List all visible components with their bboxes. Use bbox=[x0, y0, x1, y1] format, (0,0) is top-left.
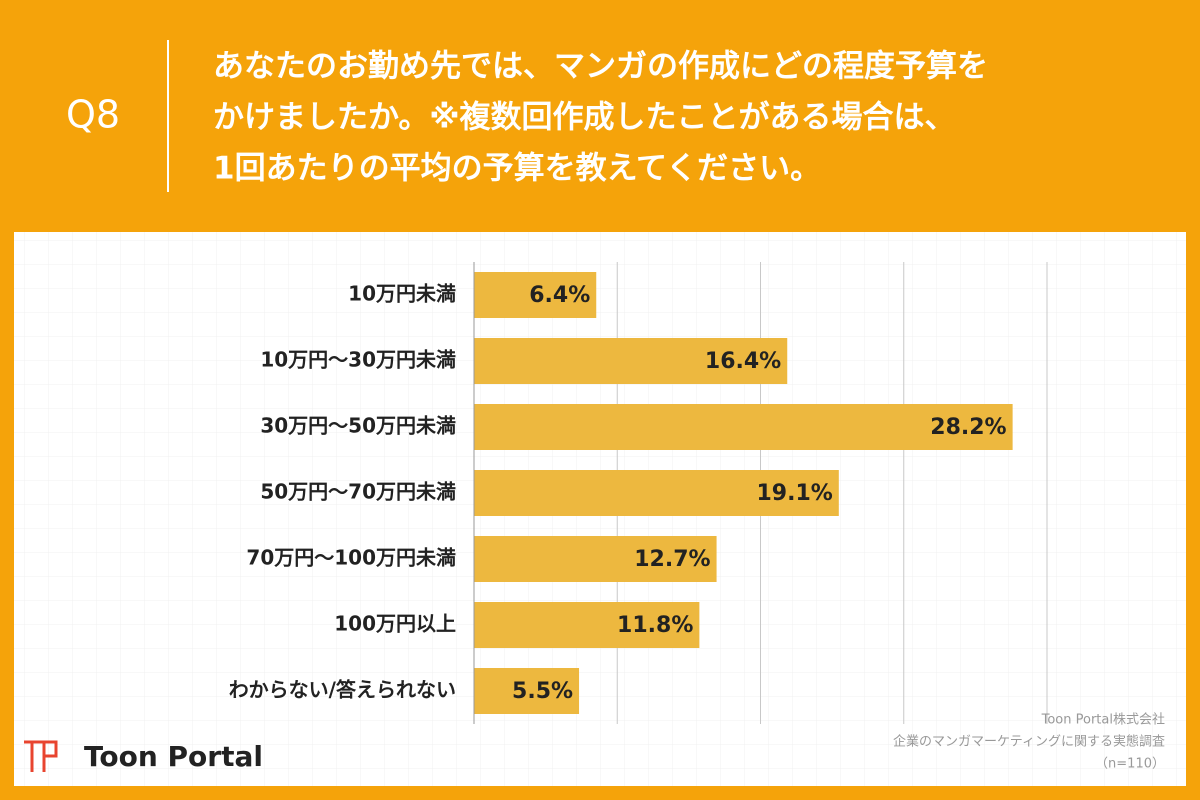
bar bbox=[474, 338, 788, 384]
logo-icon bbox=[24, 740, 58, 772]
question-number: Q8 bbox=[66, 93, 120, 137]
title-line: 1回あたりの平均の予算を教えてください。 bbox=[213, 151, 821, 187]
category-label: 50万円〜70万円未満 bbox=[260, 480, 456, 504]
logo-text: Toon Portal bbox=[84, 740, 263, 773]
value-label: 16.4% bbox=[705, 349, 781, 374]
title-line: あなたのお勤め先では、マンガの作成にどの程度予算を bbox=[213, 49, 988, 85]
bar bbox=[474, 602, 700, 648]
value-label: 19.1% bbox=[756, 481, 832, 506]
category-label: 10万円未満 bbox=[348, 282, 456, 306]
category-label: わからない/答えられない bbox=[229, 678, 456, 702]
title-line: かけましたか。※複数回作成したことがある場合は、 bbox=[213, 100, 956, 136]
bar bbox=[474, 536, 717, 582]
logo: Toon Portal bbox=[24, 740, 263, 773]
value-label: 28.2% bbox=[930, 415, 1006, 440]
bar bbox=[474, 668, 580, 714]
category-label: 10万円〜30万円未満 bbox=[260, 348, 456, 372]
bar bbox=[474, 470, 839, 516]
value-label: 5.5% bbox=[512, 679, 573, 704]
source-line: （n=110） bbox=[1095, 757, 1165, 772]
category-label: 70万円〜100万円未満 bbox=[246, 546, 456, 570]
category-label: 100万円以上 bbox=[334, 612, 456, 636]
source-line: 企業のマンガマーケティングに関する実態調査 bbox=[893, 734, 1165, 750]
bar bbox=[474, 404, 1013, 450]
value-label: 12.7% bbox=[634, 547, 710, 572]
value-label: 6.4% bbox=[529, 283, 590, 308]
source-line: Toon Portal株式会社 bbox=[1041, 712, 1165, 728]
title: あなたのお勤め先では、マンガの作成にどの程度予算をかけましたか。※複数回作成した… bbox=[213, 49, 988, 187]
category-label: 30万円〜50万円未満 bbox=[260, 414, 456, 438]
bar bbox=[474, 272, 597, 318]
value-label: 11.8% bbox=[617, 613, 693, 638]
